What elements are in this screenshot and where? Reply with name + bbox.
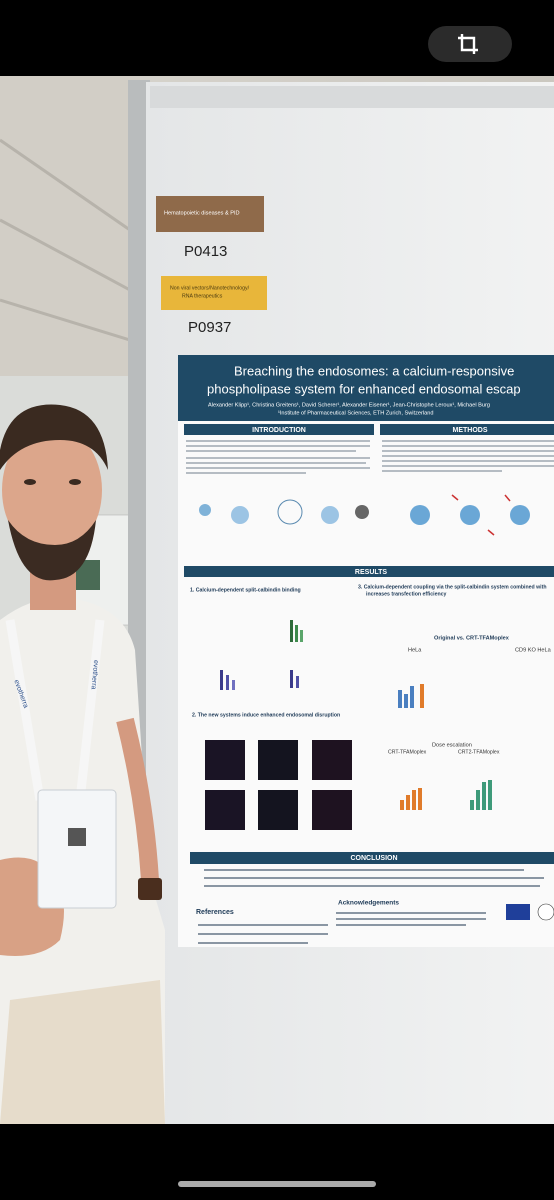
eu-flag	[506, 904, 530, 920]
subheading: increases transfection efficiency	[366, 591, 447, 597]
references-heading: References	[196, 909, 234, 916]
topic-text: RNA therapeutics	[182, 293, 223, 299]
poster-title: Breaching the endosomes: a calcium-respo…	[234, 363, 514, 378]
person: evotherra evotherra	[0, 404, 165, 1124]
poster-code: P0413	[184, 243, 227, 260]
crop-button[interactable]	[428, 26, 512, 62]
subheading: 3. Calcium-dependent coupling via the sp…	[358, 584, 547, 590]
name-badge	[37, 789, 117, 909]
topic-label	[156, 196, 264, 232]
body-text	[198, 869, 544, 944]
chart-title: CRT2-TFAMoplex	[458, 749, 500, 755]
subheading: 1. Calcium-dependent split-calbindin bin…	[190, 587, 301, 593]
section-title: INTRODUCTION	[252, 427, 306, 434]
section-header	[380, 424, 554, 435]
topic-label	[161, 276, 267, 310]
topic-text: Hematopoietic diseases & PID	[164, 210, 240, 216]
poster-authors: Alexander Klipp¹, Christina Greitens¹, D…	[208, 402, 490, 408]
board-top-rail	[150, 86, 554, 108]
poster-title: phospholipase system for enhanced endoso…	[207, 381, 521, 396]
photo: Hematopoietic diseases & PID P0413 Non v…	[0, 76, 554, 1124]
subheading: 2. The new systems induce enhanced endos…	[192, 712, 340, 718]
schematic	[199, 494, 530, 536]
section-header	[184, 424, 374, 435]
section-title: RESULTS	[355, 569, 387, 576]
crop-icon	[458, 34, 478, 54]
chart-title: Original vs. CRT-TFAMoplex	[434, 635, 510, 641]
poster	[178, 355, 554, 947]
badge-qr	[68, 828, 86, 846]
section-header	[190, 852, 554, 864]
section-title: METHODS	[453, 427, 488, 434]
section-header	[184, 566, 554, 577]
charts	[205, 620, 492, 830]
poster-affiliation: ¹Institute of Pharmaceutical Sciences, E…	[278, 410, 433, 416]
body-text	[186, 440, 554, 474]
lanyard-text: evotherra	[90, 660, 100, 690]
poster-header	[178, 355, 554, 421]
ceiling-lines	[0, 138, 131, 342]
chart-title: HeLa	[408, 647, 422, 653]
bottom-bar	[0, 1124, 554, 1200]
section-title: CONCLUSION	[350, 855, 397, 862]
topic-text: Non viral vectors/Nanotechnology/	[170, 285, 250, 291]
home-indicator[interactable]	[178, 1181, 376, 1187]
ceiling	[0, 76, 140, 376]
acknowledgements-heading: Acknowledgements	[338, 900, 399, 907]
chart-title: CRT-TFAMoplex	[388, 749, 427, 755]
chart-title: Dose escalation	[432, 742, 472, 748]
chart-title: CD9 KO HeLa	[515, 647, 552, 653]
erc-logo	[537, 903, 554, 921]
poster-code: P0937	[188, 319, 231, 336]
